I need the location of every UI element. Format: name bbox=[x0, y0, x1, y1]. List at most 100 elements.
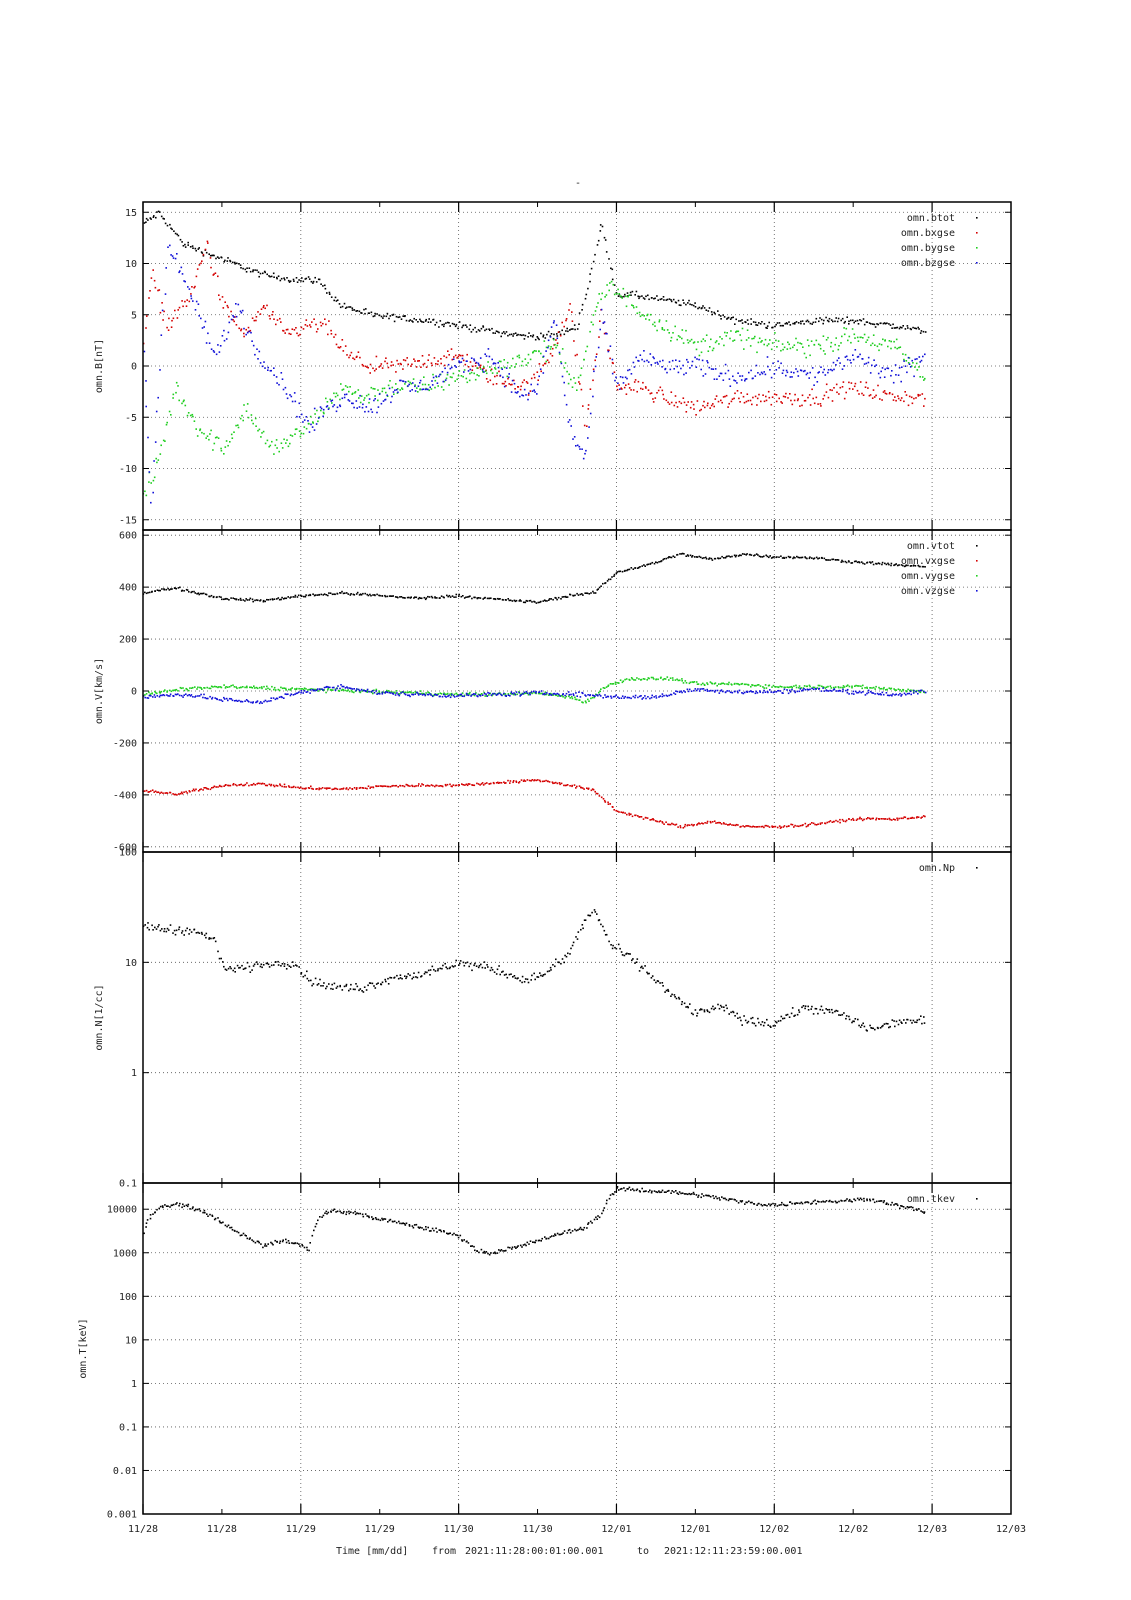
data-point bbox=[202, 592, 205, 595]
data-point bbox=[285, 786, 287, 788]
data-point bbox=[712, 403, 714, 405]
data-point bbox=[345, 393, 348, 396]
data-point bbox=[228, 784, 230, 787]
data-point bbox=[721, 338, 723, 340]
data-point bbox=[789, 324, 792, 326]
data-point bbox=[362, 403, 364, 406]
data-point bbox=[560, 362, 563, 365]
data-point bbox=[189, 695, 192, 697]
data-point bbox=[167, 246, 169, 248]
data-point bbox=[281, 687, 284, 690]
data-point bbox=[204, 697, 206, 699]
data-point bbox=[854, 349, 857, 351]
data-point bbox=[915, 397, 917, 399]
data-point bbox=[707, 350, 710, 352]
data-point bbox=[446, 967, 449, 970]
data-point bbox=[329, 398, 331, 401]
data-point bbox=[628, 387, 631, 389]
data-point bbox=[655, 678, 658, 680]
data-point bbox=[509, 367, 511, 369]
data-point bbox=[726, 317, 729, 320]
data-point bbox=[162, 792, 164, 794]
data-point bbox=[260, 308, 263, 310]
data-point bbox=[425, 692, 427, 694]
data-point bbox=[697, 683, 700, 685]
data-point bbox=[677, 299, 680, 302]
data-point bbox=[537, 601, 540, 604]
data-point bbox=[484, 370, 487, 372]
data-point bbox=[816, 381, 819, 383]
data-point bbox=[876, 323, 878, 325]
data-point bbox=[383, 785, 385, 787]
data-point bbox=[511, 379, 514, 382]
data-point bbox=[837, 690, 840, 692]
data-point bbox=[278, 689, 281, 692]
data-point bbox=[653, 979, 656, 981]
data-point bbox=[552, 322, 555, 324]
data-point bbox=[735, 823, 738, 826]
data-point bbox=[875, 394, 877, 397]
data-point bbox=[683, 1002, 686, 1005]
data-point bbox=[789, 689, 791, 692]
data-point bbox=[799, 405, 801, 407]
data-point bbox=[918, 1018, 921, 1021]
data-point bbox=[882, 322, 885, 325]
data-point bbox=[821, 557, 823, 559]
data-point bbox=[363, 986, 366, 988]
data-point bbox=[181, 273, 184, 275]
data-point bbox=[323, 689, 325, 691]
data-point bbox=[913, 817, 915, 819]
data-point bbox=[466, 381, 469, 384]
data-point bbox=[301, 787, 304, 790]
data-point bbox=[486, 695, 489, 697]
data-point bbox=[367, 785, 370, 787]
data-point bbox=[855, 560, 857, 562]
data-point bbox=[298, 687, 300, 690]
data-point bbox=[201, 933, 203, 935]
data-point bbox=[200, 788, 202, 790]
data-point bbox=[188, 689, 190, 692]
data-point bbox=[435, 784, 437, 787]
data-point bbox=[903, 360, 905, 362]
data-point bbox=[875, 364, 878, 366]
data-point bbox=[614, 946, 616, 949]
data-point bbox=[417, 360, 419, 362]
data-point bbox=[417, 391, 419, 393]
data-point bbox=[802, 1005, 805, 1007]
data-point bbox=[498, 692, 500, 695]
data-point bbox=[650, 696, 653, 699]
data-point bbox=[425, 318, 427, 321]
data-point bbox=[553, 333, 555, 336]
data-point bbox=[184, 404, 187, 407]
data-point bbox=[869, 561, 871, 563]
data-point bbox=[741, 1024, 743, 1026]
data-point bbox=[320, 324, 323, 327]
data-point bbox=[195, 428, 197, 430]
data-point bbox=[488, 694, 490, 696]
data-point bbox=[714, 557, 717, 560]
data-point bbox=[890, 694, 892, 696]
data-point bbox=[218, 257, 220, 259]
data-point bbox=[620, 811, 622, 813]
data-point bbox=[292, 596, 294, 598]
data-point bbox=[540, 974, 542, 977]
data-point bbox=[872, 563, 875, 566]
data-point bbox=[410, 382, 413, 385]
data-point bbox=[329, 689, 332, 691]
data-point bbox=[890, 564, 892, 567]
data-point bbox=[392, 595, 394, 597]
data-point bbox=[319, 406, 322, 408]
data-point bbox=[654, 397, 657, 399]
data-point bbox=[526, 978, 529, 981]
data-point bbox=[266, 273, 268, 276]
data-point bbox=[734, 824, 737, 827]
data-point bbox=[598, 336, 600, 338]
data-point bbox=[825, 339, 828, 341]
data-point bbox=[829, 389, 831, 391]
data-point bbox=[772, 684, 775, 687]
data-point bbox=[663, 694, 665, 697]
data-point bbox=[691, 364, 693, 367]
legend-marker bbox=[976, 867, 978, 869]
data-point bbox=[486, 964, 488, 966]
data-point bbox=[594, 790, 596, 793]
